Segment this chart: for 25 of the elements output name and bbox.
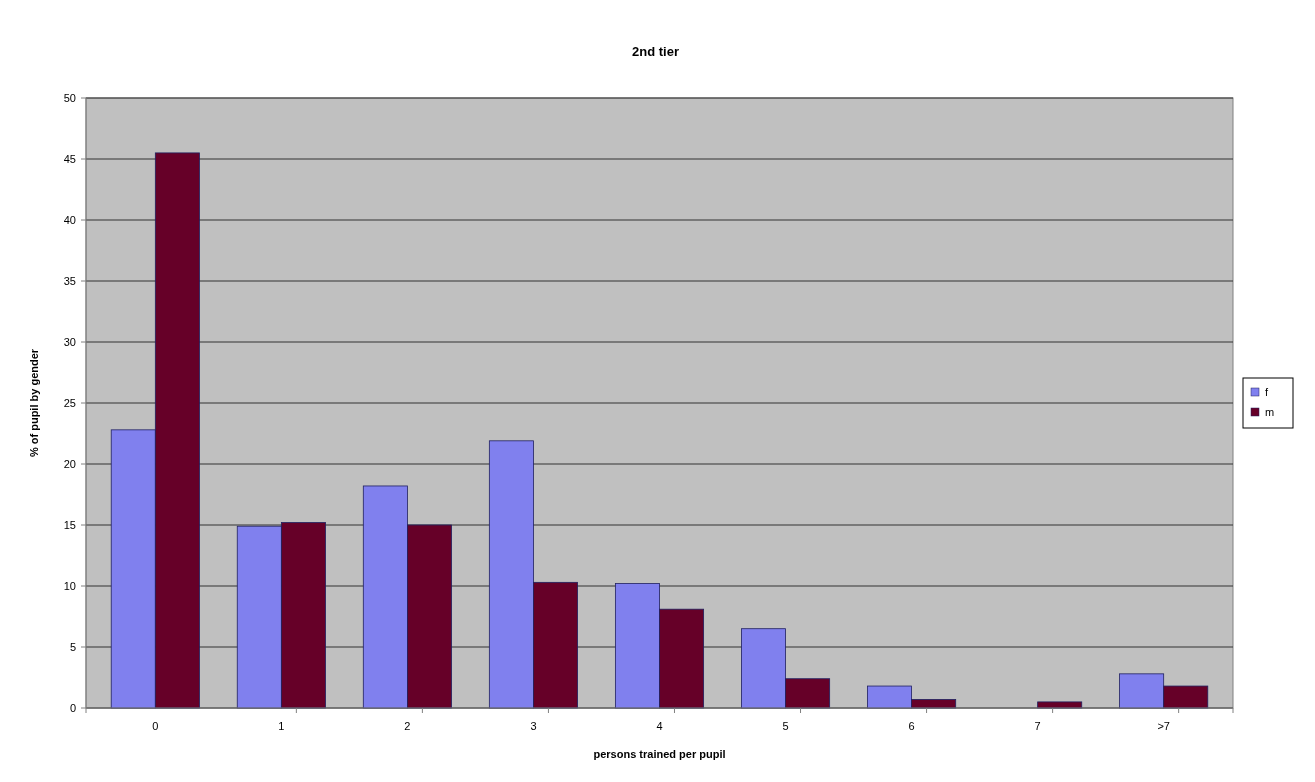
x-tick-label: 2 [404,720,411,732]
y-tick-label: 50 [63,91,76,104]
y-tick-label: 5 [69,640,76,653]
y-axis-title: % of pupil by gender [28,348,40,458]
x-tick-label: 3 [530,720,537,732]
y-tick-label: 35 [63,274,76,287]
x-tick-label: 6 [908,720,915,732]
x-axis-title: persons trained per pupil [593,748,726,760]
y-tick-label: 40 [63,213,76,226]
x-tick-label: >7 [1157,720,1170,732]
legend-label: f [1265,385,1269,398]
y-tick-label: 25 [63,396,76,409]
y-tick-label: 10 [63,579,76,592]
x-tick-label: 0 [152,720,159,732]
x-tick-label: 1 [278,720,285,732]
y-tick-label: 30 [63,335,76,348]
x-tick-label: 4 [656,720,663,732]
x-tick-label: 5 [782,720,789,732]
y-tick-label: 15 [63,518,76,531]
chart-title: 2nd tier [632,44,679,59]
y-tick-label: 45 [63,152,76,165]
y-tick-label: 0 [69,701,76,714]
x-tick-label: 7 [1034,720,1041,732]
y-tick-label: 20 [63,457,76,470]
legend-label: m [1265,405,1275,418]
